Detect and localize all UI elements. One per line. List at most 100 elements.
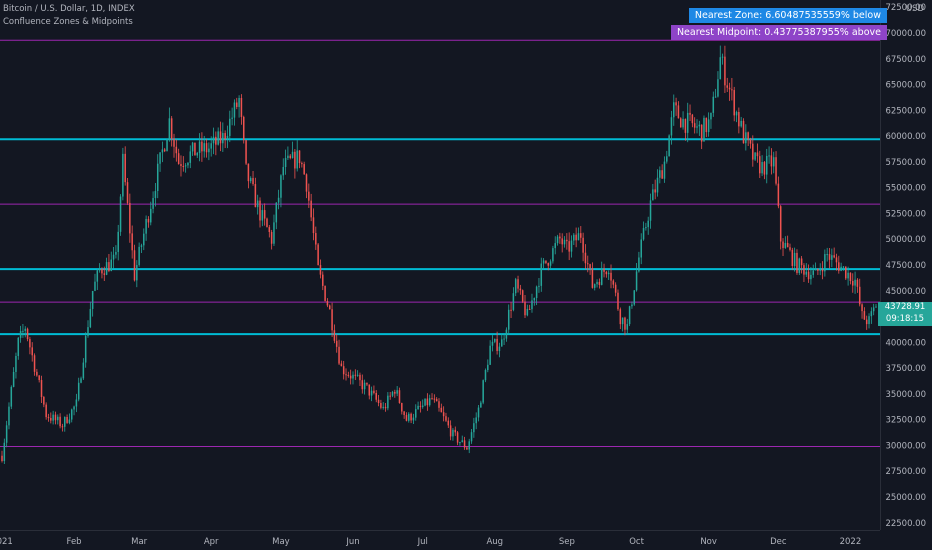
candle-body [673,102,675,118]
candle-body [217,131,219,145]
candle-body [401,402,403,412]
candle-body [333,330,336,341]
candle-body [421,405,424,407]
candle-body [370,390,373,396]
candle-body [649,200,652,221]
candle-body [412,417,415,421]
candle-body [115,251,117,255]
candle-body [377,399,380,403]
candle-body [824,254,826,272]
candle-body [605,271,608,275]
candle-body [447,420,450,426]
candle-body [663,161,666,179]
candle-body [868,316,870,325]
candle-body [552,248,554,262]
candle-body [98,269,101,271]
candle-body [126,182,129,203]
candle-body [301,163,303,165]
candle-body [208,148,210,153]
candle-body [338,346,340,364]
candle-body [31,347,33,356]
candle-body [700,124,703,142]
candle-body [833,255,835,258]
time-tick-label: Jun [345,537,359,547]
price-axis: 22500.00 25000.00 27500.00 30000.00 32500.00… [880,0,926,530]
indicator-name[interactable]: Confluence Zones & Midpoints [3,17,133,27]
price-tick-label: 40000.00 [885,338,926,348]
candle-body [194,142,196,156]
candle-body [526,308,529,316]
candle-body [798,258,801,273]
candle-body [282,167,285,176]
candle-body [580,233,582,238]
candle-body [858,286,861,305]
price-tick-label: 52500.00 [885,209,926,219]
candle-body [147,218,150,223]
candle-body [717,79,719,97]
candle-body [600,268,603,285]
candle-body [628,306,631,325]
candle-body [459,442,461,444]
candle-body [312,217,315,234]
candle-body [428,398,431,406]
candle-body [10,386,13,407]
candle-body [24,328,27,331]
candle-body [480,402,482,408]
candle-body [261,210,264,221]
candle-body [812,270,815,275]
candle-body [498,346,501,352]
candle-body [763,162,766,175]
nearest-midpoint-label: Nearest Midpoint: 0.43775387955% above [670,25,887,40]
candle-body [354,374,357,376]
candle-body [845,266,847,279]
price-tick-label: 55000.00 [885,184,926,194]
candle-body [510,309,512,311]
candle-body [642,227,645,240]
last-price-tag: 43728.91 09:18:15 [878,302,932,326]
candle-body [366,382,368,385]
candle-body [140,245,143,247]
candle-body [161,149,164,153]
candle-body [187,162,189,166]
candle-body [796,252,798,273]
candle-body [582,237,584,253]
candle-body [661,170,663,179]
time-tick-label: Aug [486,537,503,547]
candle-body [305,174,308,192]
symbol-title[interactable]: Bitcoin / U.S. Dollar, 1D, INDEX [3,4,135,14]
candle-body [512,293,515,310]
candle-body [308,191,310,201]
bar-countdown: 09:18:15 [885,313,925,324]
candle-body [224,133,226,140]
candle-body [779,206,782,242]
candle-body [445,416,447,421]
candle-body [714,96,717,98]
candle-body [463,440,466,448]
candle-body [517,279,519,289]
time-tick-label: Jul [417,537,428,547]
candle-body [538,285,540,287]
candle-body [617,292,619,310]
candle-body [745,132,747,144]
time-tick-label: May [272,537,290,547]
candle-body [54,414,57,421]
candle-body [256,200,259,208]
candle-body [310,200,312,218]
candle-body [61,426,64,428]
candle-body [22,330,24,332]
candle-body [50,417,52,421]
candle-body [677,105,680,119]
candle-body [698,124,701,127]
candle-body [872,307,875,312]
candle-body [322,274,324,286]
candle-body [29,339,31,348]
candle-body [556,236,559,244]
candle-body [805,271,808,275]
candle-body [96,270,99,282]
candle-body [43,396,45,405]
candle-body [635,271,638,291]
candle-body [398,390,401,403]
candle-body [196,152,199,156]
candle-body [521,290,524,302]
